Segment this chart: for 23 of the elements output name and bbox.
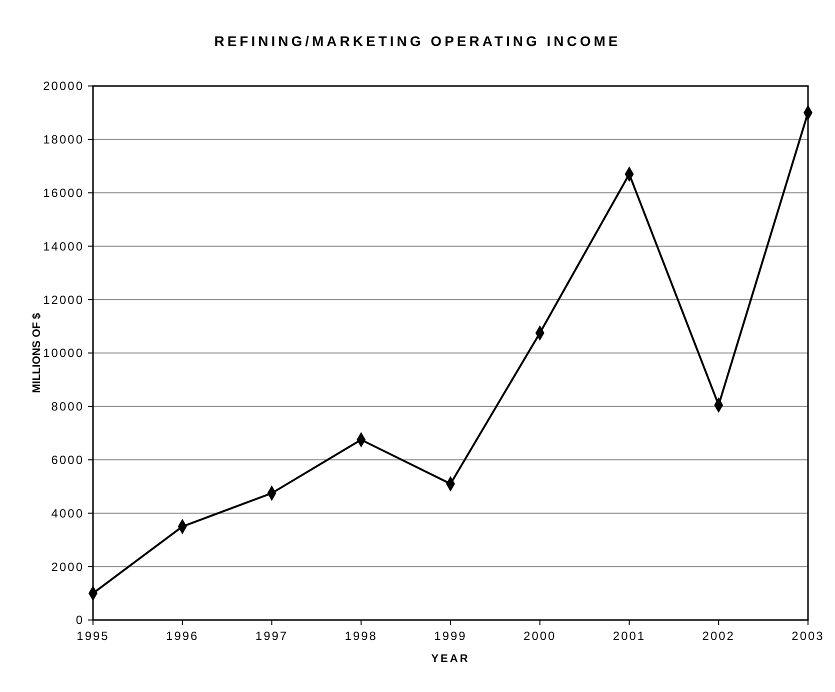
y-tick-label: 14000: [43, 239, 84, 254]
y-tick-label: 4000: [51, 506, 84, 520]
x-tick-label: 2001: [612, 629, 646, 643]
x-tick-label: 1997: [255, 629, 288, 643]
x-tick-label: 2002: [702, 629, 735, 643]
y-tick-label: 2000: [51, 560, 84, 574]
x-tick-label: 2000: [524, 629, 556, 643]
x-tick-label: 1996: [166, 629, 199, 643]
x-tick-label: 1995: [76, 629, 110, 643]
y-tick-label: 8000: [51, 400, 84, 414]
x-tick-label: 1999: [434, 629, 467, 643]
y-tick-label: 12000: [43, 292, 84, 307]
x-tick-label: 2003: [792, 629, 824, 643]
y-axis-title: MILLIONS OF $: [31, 312, 43, 394]
y-tick-label: 10000: [43, 346, 84, 360]
y-tick-label: 18000: [43, 132, 84, 147]
y-tick-label: 6000: [51, 453, 84, 467]
y-tick-label: 0: [76, 613, 84, 628]
x-tick-label: 1998: [344, 629, 378, 643]
y-tick-label: 16000: [43, 186, 84, 200]
y-tick-label: 20000: [43, 79, 84, 94]
chart-title: REFINING/MARKETING OPERATING INCOME: [214, 33, 621, 49]
x-axis-title: YEAR: [431, 653, 470, 665]
